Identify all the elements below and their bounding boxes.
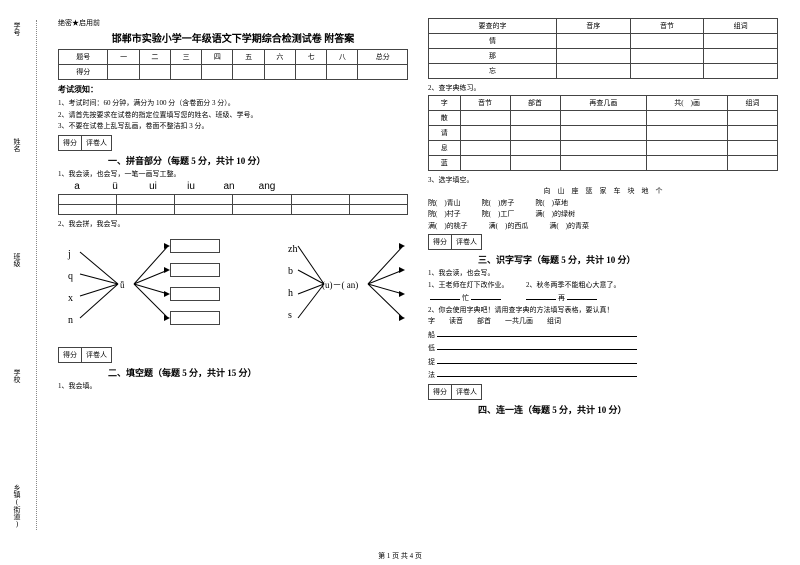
dict-table-2: 字音节部首再查几画共( )画组词 散 请 息 蓝 — [428, 95, 778, 171]
td-defen: 得分 — [59, 65, 108, 80]
notice-1: 1、考试时间：60 分钟，满分为 100 分（含卷面分 3 分）。 — [58, 98, 408, 109]
pinyin-diagram: jq xn ǖ zhb hs (u)－( an) — [58, 234, 408, 344]
s4-c2: 捉 — [428, 355, 778, 368]
s4-c0: 船 — [428, 328, 778, 341]
s3-title: 3、选字填空。 — [428, 175, 778, 186]
q-dict: 2、查字典练习。 — [428, 83, 778, 94]
vertical-labels-left: 学号 姓名 班级 学校 乡镇(街道) — [8, 20, 26, 530]
s4-q2: 2、你会使用字典吧！请用查字典的方法填写表格，要认真！ — [428, 305, 778, 316]
diag-box — [170, 287, 220, 301]
s3-row0: 院( )青山 院( )房子 院( )草地 — [428, 198, 778, 209]
score-box-2: 得分评卷人 — [58, 347, 408, 363]
s3-row2: 满( )的桃子 满( )的西瓜 满( )的青菜 — [428, 221, 778, 232]
s4-c3: 法 — [428, 368, 778, 381]
s3-row1: 院( )村子 院( )工厂 满( )的绿树 — [428, 209, 778, 220]
notice-2: 2、请首先按要求在试卷的指定位置填写您的姓名、班级、学号。 — [58, 110, 408, 121]
section-4-title: 四、连一连（每题 5 分，共计 10 分） — [478, 403, 778, 416]
dict-table-1: 要查的字音序音节组词 情 那 忘 — [428, 18, 778, 79]
diag-box — [170, 263, 220, 277]
s3-wordbank: 向 山 座 篮 家 车 块 地 个 — [428, 186, 778, 197]
score-box-1: 得分 评卷人 — [58, 135, 408, 151]
score-summary-table: 题号 一二 三四 五六 七八 总分 得分 — [58, 49, 408, 80]
vlabel-xuehao: 学号 — [8, 20, 26, 38]
sb-defen: 得分 — [58, 135, 82, 151]
section-1-title: 一、拼音部分（每题 5 分，共计 10 分） — [108, 154, 408, 167]
diagram-lines — [58, 234, 418, 344]
s4-c1: 低 — [428, 341, 778, 354]
diag-right-letters: zhb hs — [288, 239, 297, 327]
score-box-3: 得分评卷人 — [428, 234, 778, 250]
s4-l1l2: 1、王老师在灯下改作业。 2、秋冬两季不能粗心大意了。 — [428, 280, 778, 291]
section-3-title: 三、识字写字（每题 5 分，共计 10 分） — [478, 253, 778, 266]
fold-dotted-line — [36, 20, 37, 530]
vlabel-xiangzhen: 乡镇(街道) — [8, 482, 26, 530]
score-box-4: 得分评卷人 — [428, 384, 778, 400]
s1-q1: 1、我会读，也会写，一笔一画写工整。 — [58, 169, 408, 180]
sb-pingjuan: 评卷人 — [81, 135, 112, 151]
vlabel-xingming: 姓名 — [8, 136, 26, 154]
section-2-title: 二、填空题（每题 5 分，共计 15 分） — [108, 366, 408, 379]
s1-q2: 2、我会拼，我会写。 — [58, 219, 408, 230]
pinyin-row: aü uiiu anang — [58, 181, 408, 192]
th-tihao: 题号 — [59, 50, 108, 65]
writing-lines — [58, 194, 408, 215]
page-container: 绝密★启用前 邯郸市实验小学一年级语文下学期综合检测试卷 附答案 题号 一二 三… — [0, 0, 800, 540]
s2-q1: 1、我会填。 — [58, 381, 408, 392]
diag-box — [170, 311, 220, 325]
secret-tag: 绝密★启用前 — [58, 18, 408, 28]
s4-tbl-head: 字 读音 部首 一共几画 组词 — [428, 316, 778, 327]
page-footer: 第 1 页 共 4 页 — [0, 551, 800, 561]
s4-blanks: 忙 再 — [428, 291, 778, 304]
notice-heading: 考试须知： — [58, 84, 408, 95]
vlabel-banji: 班级 — [8, 251, 26, 269]
diag-center-text: (u)－( an) — [322, 278, 358, 291]
paper-title: 邯郸市实验小学一年级语文下学期综合检测试卷 附答案 — [58, 30, 408, 45]
notice-3: 3、不要在试卷上乱写乱画，卷面不整洁扣 3 分。 — [58, 121, 408, 132]
right-column: 要查的字音序音节组词 情 那 忘 2、查字典练习。 字音节部首再查几画共( )画… — [418, 18, 788, 540]
s4-q1: 1、我会读，也会写。 — [428, 268, 778, 279]
left-column: 绝密★启用前 邯郸市实验小学一年级语文下学期综合检测试卷 附答案 题号 一二 三… — [48, 18, 418, 540]
vlabel-xuexiao: 学校 — [8, 367, 26, 385]
diag-box — [170, 239, 220, 253]
